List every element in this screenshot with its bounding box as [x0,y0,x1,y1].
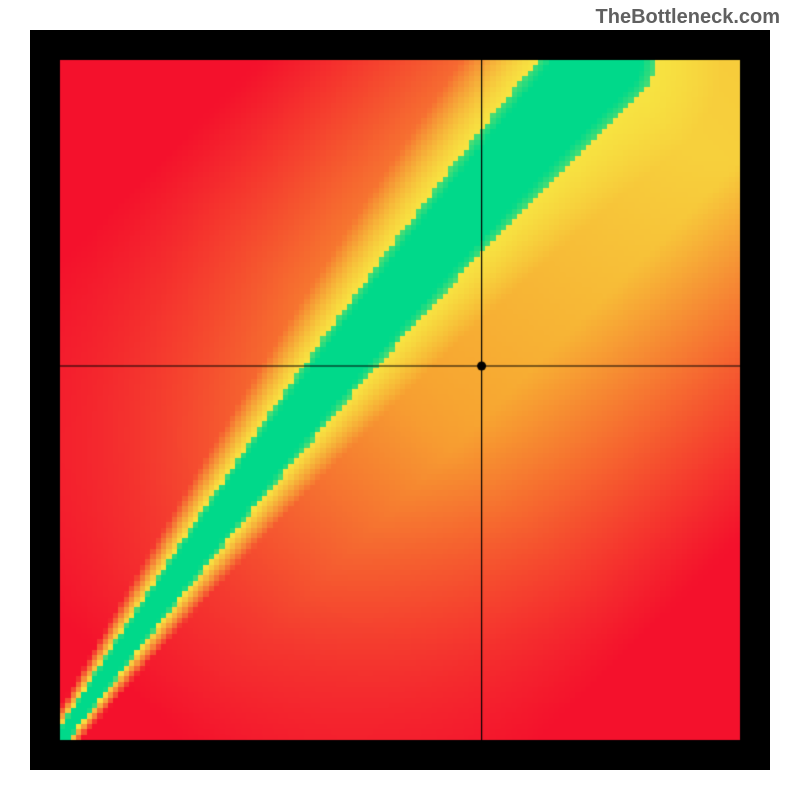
heatmap-canvas [30,30,770,770]
watermark-text: TheBottleneck.com [596,6,780,29]
plot-outer-frame [30,30,770,770]
